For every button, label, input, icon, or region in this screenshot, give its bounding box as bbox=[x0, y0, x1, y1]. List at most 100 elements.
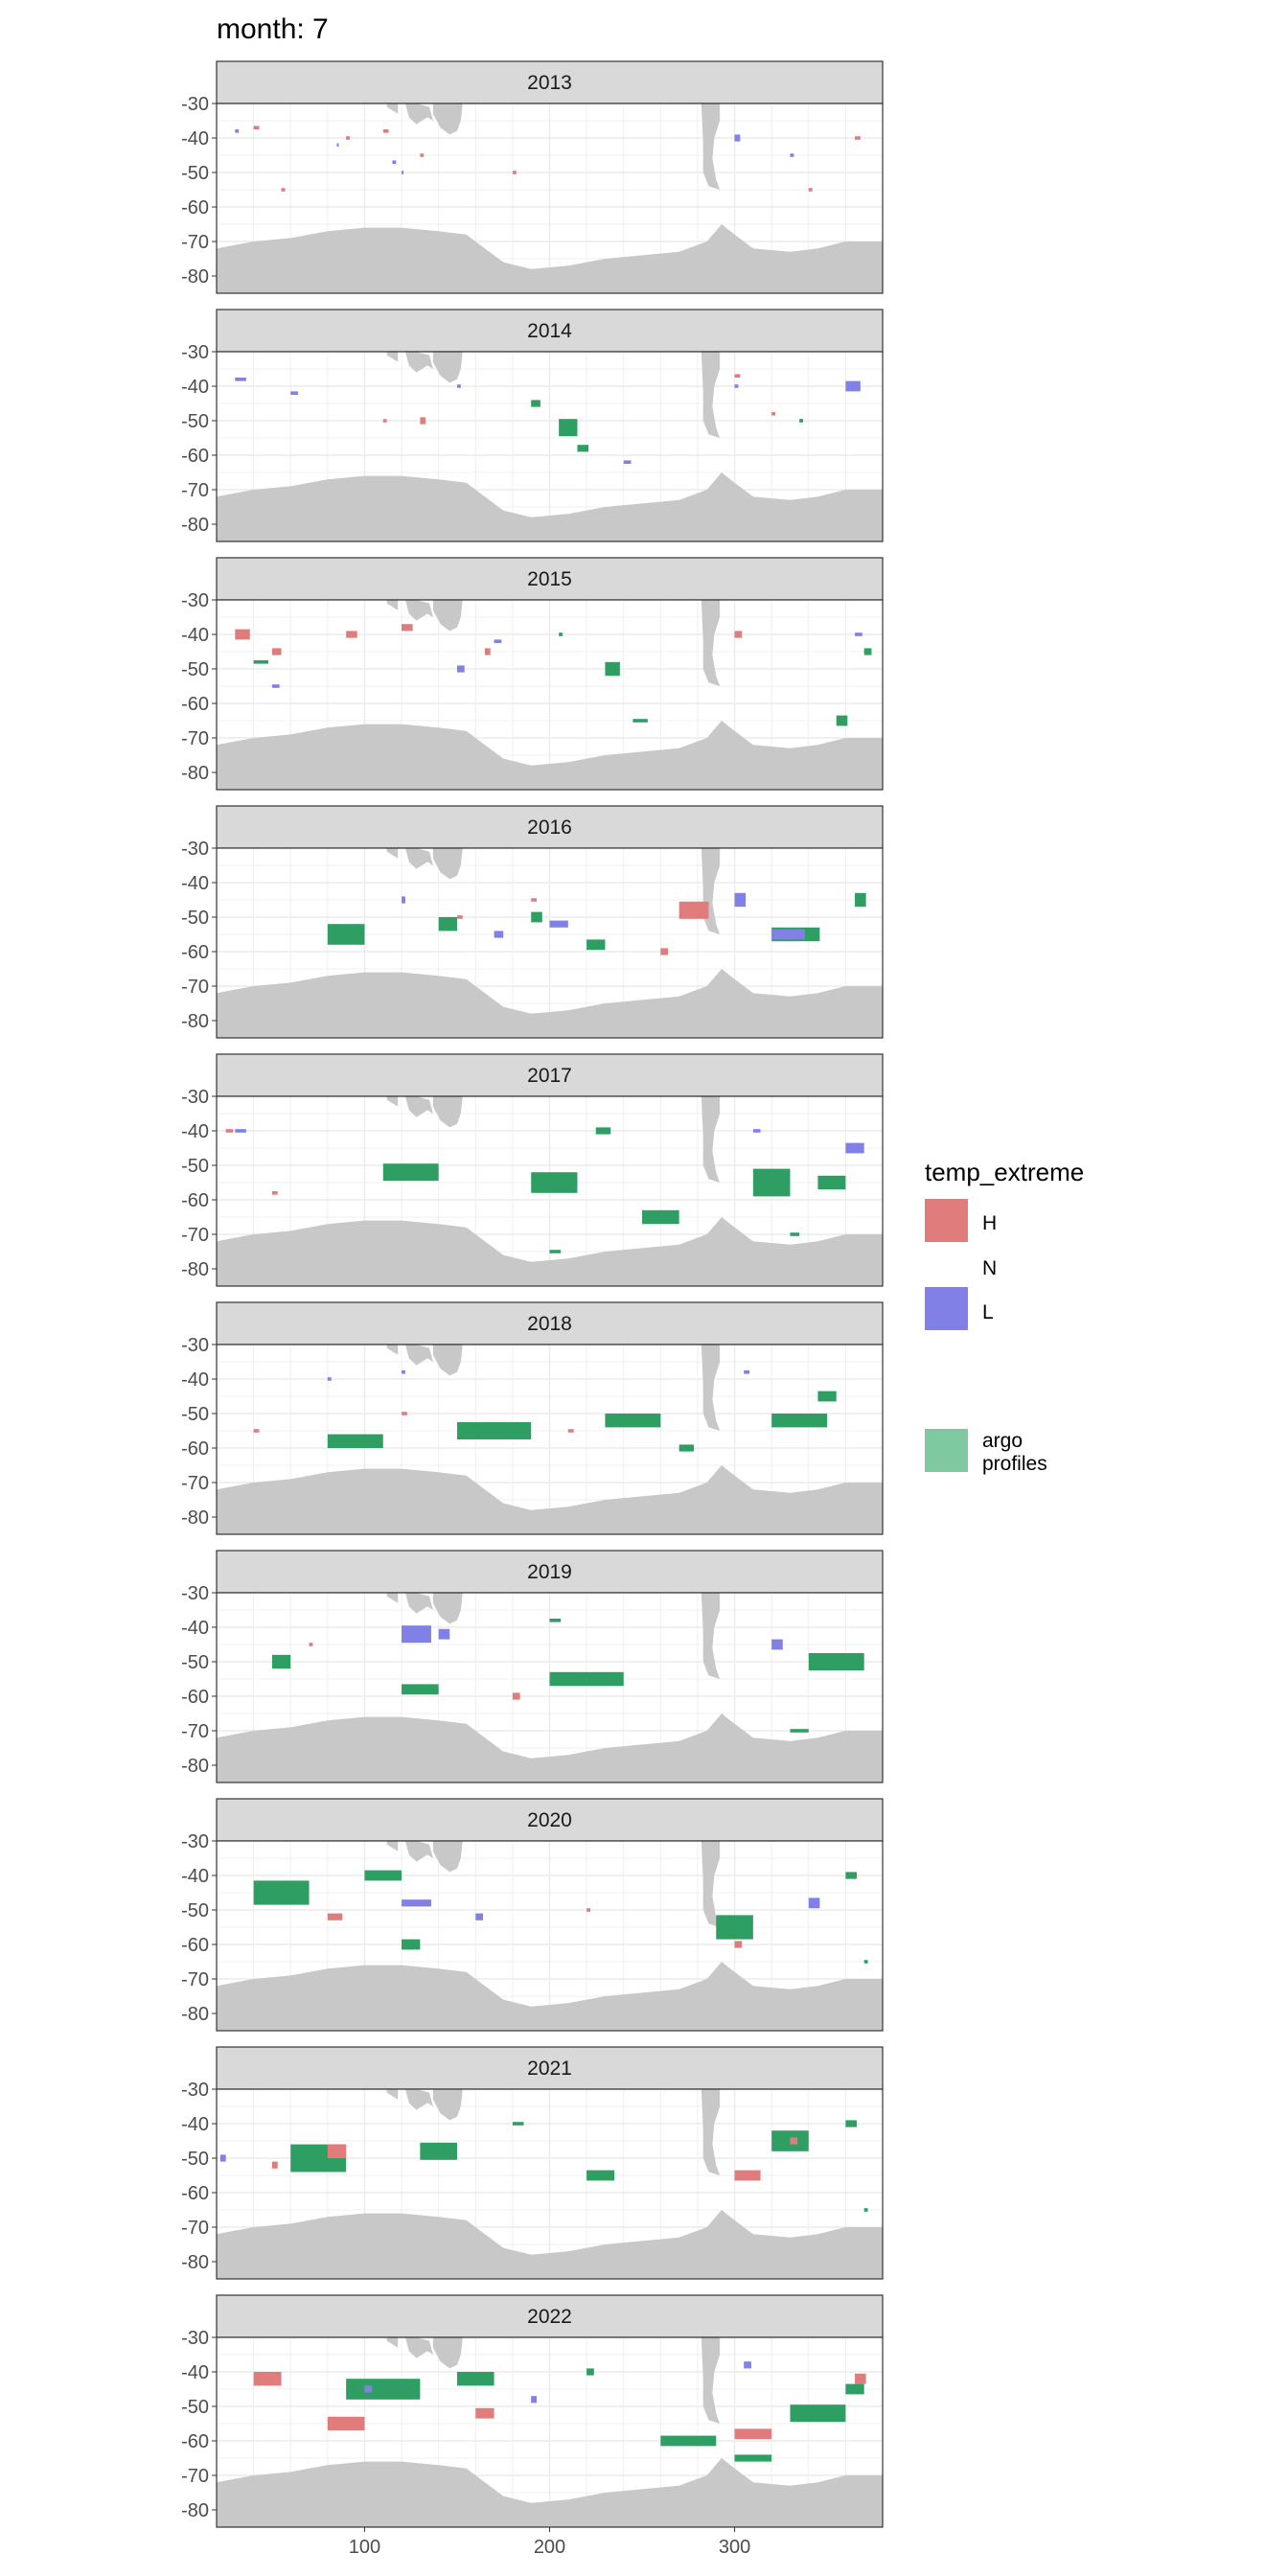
y-tick-label: -80 bbox=[181, 1259, 209, 1280]
y-tick-label: -60 bbox=[181, 1190, 209, 1211]
argo-profile-cell bbox=[678, 1444, 695, 1452]
temp-extreme-low-cell bbox=[734, 134, 741, 142]
argo-profile-cell bbox=[402, 1684, 439, 1695]
panel-2020: 2020 -30 -40 -50 -60 -70 -80 bbox=[181, 1798, 884, 2032]
land-mass bbox=[701, 1345, 721, 1431]
y-tick-label: -60 bbox=[181, 694, 209, 715]
land-mass bbox=[217, 1465, 883, 1534]
land-mass bbox=[432, 1593, 463, 1624]
facet-strip bbox=[216, 805, 884, 849]
argo-profile-cell bbox=[586, 2170, 615, 2181]
temp-extreme-low-cell bbox=[494, 931, 504, 938]
temp-extreme-high-cell bbox=[271, 2161, 278, 2169]
argo-profile-cell bbox=[559, 419, 578, 437]
land-mass bbox=[217, 472, 883, 541]
y-tick-label: -50 bbox=[181, 908, 209, 929]
argo-profile-cell bbox=[716, 1915, 753, 1940]
temp-extreme-high-cell bbox=[734, 2170, 761, 2181]
temp-extreme-low-cell bbox=[734, 384, 739, 388]
argo-profile-cell bbox=[863, 1960, 868, 1964]
y-tick-label: -60 bbox=[181, 446, 209, 467]
temp-extreme-low-cell bbox=[494, 639, 502, 643]
land-mass bbox=[432, 1841, 463, 1873]
argo-profile-cell bbox=[549, 1250, 562, 1254]
temp-extreme-low-cell bbox=[744, 2361, 751, 2369]
temp-extreme-high-cell bbox=[475, 2407, 494, 2419]
argo-profile-cell bbox=[605, 661, 620, 677]
argo-profile-cell bbox=[660, 2435, 717, 2447]
argo-profile-cell bbox=[817, 1175, 846, 1190]
argo-profile-cell bbox=[512, 2122, 524, 2126]
y-tick-label: -50 bbox=[181, 1900, 209, 1921]
argo-profile-cell bbox=[402, 1939, 421, 1950]
temp-extreme-high-cell bbox=[382, 419, 387, 423]
y-tick-label: -40 bbox=[181, 377, 209, 398]
x-tick-label: 200 bbox=[534, 2537, 565, 2558]
temp-extreme-low-cell bbox=[392, 160, 397, 164]
temp-extreme-low-cell bbox=[402, 1899, 431, 1907]
facet-strip-label: 2013 bbox=[527, 72, 572, 94]
facet-strip bbox=[216, 1798, 884, 1842]
temp-extreme-high-cell bbox=[402, 624, 413, 632]
y-tick-label: -30 bbox=[181, 342, 209, 363]
temp-extreme-low-cell bbox=[845, 380, 861, 392]
y-tick-label: -50 bbox=[181, 659, 209, 680]
temp-extreme-high-cell bbox=[271, 1191, 278, 1195]
temp-extreme-high-cell bbox=[531, 898, 537, 902]
temp-extreme-low-cell bbox=[808, 1898, 820, 1909]
x-axis: 100 200 300 bbox=[349, 2527, 750, 2558]
y-tick-label: -60 bbox=[181, 1687, 209, 1708]
land-mass bbox=[432, 104, 463, 135]
temp-extreme-high-cell bbox=[790, 2137, 798, 2145]
land-mass bbox=[386, 2089, 399, 2100]
y-tick-label: -70 bbox=[181, 728, 209, 749]
panel-2016: 2016 -30 -40 -50 -60 -70 -80 bbox=[181, 805, 884, 1039]
land-mass bbox=[701, 104, 721, 190]
y-tick-label: -50 bbox=[181, 163, 209, 184]
land-mass bbox=[386, 1841, 399, 1852]
argo-profile-cell bbox=[346, 2379, 421, 2400]
argo-profile-cell bbox=[531, 911, 542, 923]
facet-strip bbox=[216, 309, 884, 353]
y-tick-label: -70 bbox=[181, 977, 209, 998]
argo-profile-cell bbox=[855, 892, 866, 908]
land-mass bbox=[404, 2337, 433, 2358]
land-mass bbox=[404, 1593, 433, 1614]
y-tick-label: -80 bbox=[181, 515, 209, 536]
argo-profile-cell bbox=[253, 660, 269, 664]
temp-extreme-low-cell bbox=[623, 460, 632, 464]
argo-profile-cell bbox=[817, 1391, 837, 1402]
land-mass bbox=[432, 1096, 463, 1128]
argo-profile-cell bbox=[808, 1653, 864, 1670]
land-mass bbox=[386, 600, 399, 610]
temp-extreme-low-cell bbox=[734, 892, 747, 908]
y-tick-label: -50 bbox=[181, 1652, 209, 1673]
y-tick-label: -30 bbox=[181, 1335, 209, 1356]
y-tick-label: -40 bbox=[181, 2362, 209, 2383]
argo-profile-cell bbox=[595, 1127, 611, 1135]
land-mass bbox=[432, 848, 463, 880]
land-mass bbox=[217, 721, 883, 790]
land-mass bbox=[701, 352, 721, 438]
temp-extreme-low-cell bbox=[327, 1377, 332, 1381]
temp-extreme-high-cell bbox=[734, 1941, 743, 1948]
temp-extreme-high-cell bbox=[512, 171, 517, 174]
temp-extreme-high-cell bbox=[808, 188, 813, 192]
x-tick-label: 100 bbox=[349, 2537, 380, 2558]
land-mass bbox=[432, 352, 463, 383]
temp-extreme-low-cell bbox=[855, 632, 862, 636]
facet-strip bbox=[216, 557, 884, 601]
argo-profile-cell bbox=[549, 1619, 562, 1622]
facet-strip-label: 2019 bbox=[527, 1561, 572, 1583]
argo-profile-cell bbox=[771, 1414, 828, 1428]
temp-extreme-low-cell bbox=[235, 378, 246, 381]
argo-profile-cell bbox=[790, 2404, 846, 2423]
land-mass bbox=[386, 352, 399, 362]
y-tick-label: -60 bbox=[181, 197, 209, 218]
y-tick-label: -70 bbox=[181, 1969, 209, 1990]
y-tick-label: -70 bbox=[181, 2466, 209, 2487]
y-tick-label: -40 bbox=[181, 1866, 209, 1887]
temp-extreme-low-cell bbox=[845, 1142, 864, 1154]
argo-profile-cell bbox=[577, 445, 589, 452]
